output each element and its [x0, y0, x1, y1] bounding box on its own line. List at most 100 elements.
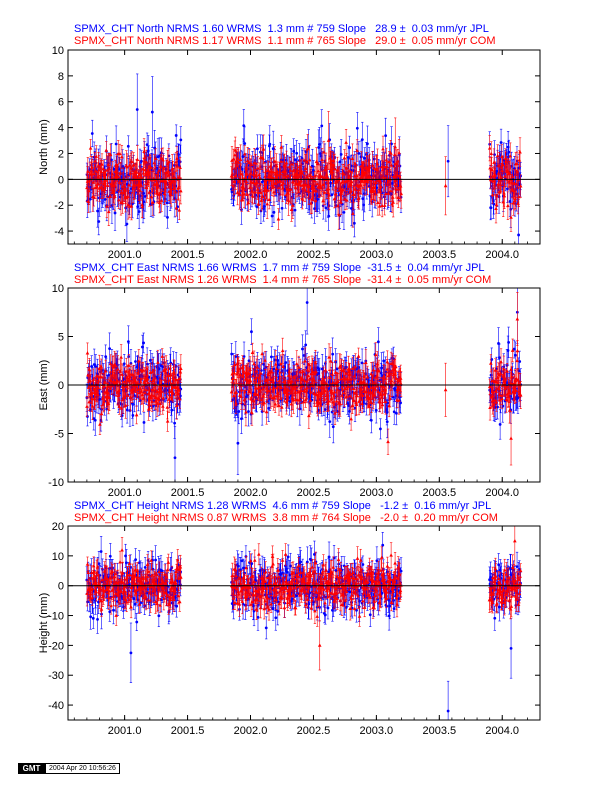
- data-point: [316, 168, 320, 173]
- data-point: [123, 188, 127, 192]
- data-point: [86, 199, 91, 203]
- data-point: [255, 205, 259, 209]
- data-point: [93, 418, 97, 422]
- data-point: [178, 165, 182, 170]
- data-point: [344, 166, 349, 170]
- data-point: [129, 204, 134, 208]
- data-point: [302, 158, 306, 162]
- data-point: [353, 187, 358, 191]
- data-point: [279, 159, 283, 163]
- data-point: [334, 192, 338, 196]
- data-point: [90, 365, 94, 368]
- data-point: [126, 340, 130, 344]
- data-point: [319, 152, 323, 155]
- data-point: [155, 181, 160, 186]
- data-point: [307, 184, 311, 189]
- data-point: [157, 200, 162, 205]
- data-point: [379, 184, 383, 189]
- y-tick-label: -4: [54, 226, 64, 238]
- data-point: [375, 162, 380, 166]
- data-point: [446, 159, 450, 163]
- data-point: [350, 179, 354, 184]
- data-point: [337, 212, 341, 217]
- data-point: [396, 195, 401, 199]
- data-point: [105, 168, 109, 172]
- data-point: [163, 185, 168, 189]
- data-point: [499, 141, 503, 144]
- x-tick-label: 2003.0: [360, 249, 394, 261]
- data-point: [166, 216, 169, 219]
- data-point: [315, 161, 320, 166]
- x-tick-label: 2001.5: [171, 249, 205, 261]
- data-point: [276, 217, 281, 221]
- data-point: [237, 192, 242, 196]
- data-point: [118, 171, 123, 175]
- data-point: [242, 151, 247, 156]
- data-point: [352, 169, 355, 172]
- data-point: [493, 153, 496, 157]
- x-tick-label: 2004.0: [485, 249, 519, 261]
- data-point: [272, 210, 276, 214]
- data-point: [157, 192, 161, 196]
- data-point: [117, 189, 120, 193]
- data-point: [175, 164, 180, 168]
- data-point: [366, 142, 369, 146]
- x-tick-label: 2002.0: [234, 249, 268, 261]
- data-point: [239, 171, 243, 176]
- data-point: [261, 179, 265, 183]
- data-point: [518, 150, 522, 154]
- east-header-jpl: SPMX_CHT East NRMS 1.66 WRMS 1.7 mm # 75…: [74, 262, 485, 274]
- data-point: [362, 192, 366, 196]
- data-point: [126, 194, 130, 198]
- data-point: [393, 145, 398, 149]
- data-point: [382, 203, 387, 207]
- data-point: [126, 202, 130, 207]
- data-point: [86, 169, 90, 173]
- data-point: [169, 192, 173, 197]
- data-point: [94, 169, 98, 173]
- data-point: [386, 191, 391, 195]
- data-point: [352, 221, 356, 225]
- data-point: [388, 153, 391, 157]
- data-point: [320, 157, 324, 162]
- data-point: [303, 166, 308, 171]
- data-point: [122, 362, 126, 366]
- data-point: [147, 190, 152, 194]
- data-point: [378, 180, 383, 184]
- data-point: [258, 176, 262, 180]
- data-point: [488, 166, 492, 170]
- data-point: [167, 189, 172, 193]
- data-point: [490, 193, 495, 197]
- data-point: [134, 175, 138, 179]
- data-point: [343, 197, 347, 201]
- data-point: [489, 151, 494, 156]
- data-point: [295, 151, 299, 155]
- data-point: [387, 159, 391, 164]
- data-point: [284, 160, 289, 165]
- data-point: [135, 157, 140, 161]
- data-point: [443, 183, 448, 188]
- data-point: [246, 200, 251, 205]
- data-point: [389, 163, 394, 167]
- data-point: [283, 174, 288, 179]
- data-point: [104, 148, 109, 152]
- data-point: [510, 174, 515, 178]
- data-point: [125, 222, 129, 226]
- data-point: [148, 165, 153, 169]
- north-series-com: [85, 111, 523, 232]
- data-point: [236, 160, 241, 164]
- data-point: [256, 201, 261, 206]
- data-point: [348, 146, 351, 150]
- data-point: [271, 170, 275, 174]
- data-point: [167, 159, 171, 164]
- data-point: [348, 189, 353, 193]
- data-point: [290, 162, 294, 166]
- data-point: [139, 175, 144, 179]
- data-point: [159, 198, 164, 202]
- data-point: [503, 174, 507, 178]
- data-point: [109, 389, 113, 393]
- data-point: [515, 161, 519, 166]
- data-point: [267, 197, 272, 201]
- data-point: [307, 157, 312, 162]
- data-point: [85, 185, 89, 190]
